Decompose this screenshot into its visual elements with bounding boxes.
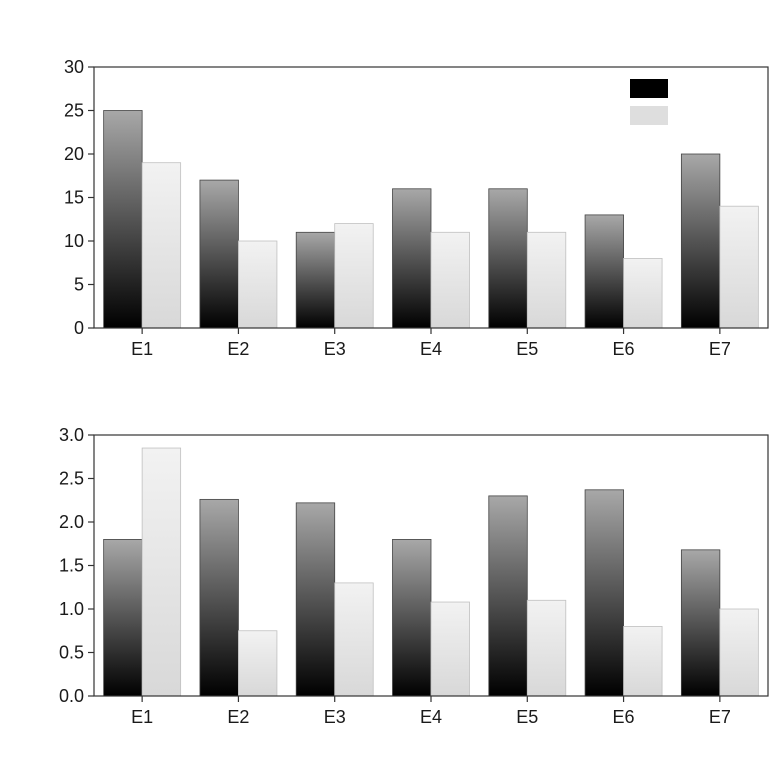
- bar-b-lluvias-e2: [238, 630, 278, 697]
- bar-a-lluvias-e5: [526, 231, 567, 329]
- x-tick-label-b-e3: E3: [324, 707, 346, 727]
- x-tick-label-a-e7: E7: [709, 339, 731, 359]
- x-tick-label-a-e2: E2: [227, 339, 249, 359]
- y-tick-label-b-3: 1.5: [59, 556, 84, 576]
- bar-a-nortes-e7: [680, 153, 721, 329]
- x-tick-label-b-e1: E1: [131, 707, 153, 727]
- bar-a-lluvias-e2: [238, 240, 278, 329]
- legend-swatch-nortes: [630, 79, 668, 98]
- y-tick-label-a-4: 20: [64, 144, 84, 164]
- legend-swatch-lluvias: [630, 106, 668, 125]
- bar-b-nortes-e3: [295, 502, 336, 697]
- y-tick-label-a-6: 30: [64, 57, 84, 77]
- bar-a-nortes-e1: [103, 110, 143, 329]
- x-tick-label-a-e3: E3: [324, 339, 346, 359]
- bar-b-nortes-e4: [392, 539, 432, 697]
- y-tick-label-b-4: 2.0: [59, 512, 84, 532]
- x-tick-label-b-e2: E2: [227, 707, 249, 727]
- y-tick-label-b-6: 3.0: [59, 425, 84, 445]
- y-tick-label-a-1: 5: [74, 275, 84, 295]
- bar-b-nortes-e7: [680, 549, 721, 697]
- x-tick-label-b-e7: E7: [709, 707, 731, 727]
- x-tick-label-b-e6: E6: [613, 707, 635, 727]
- bar-b-lluvias-e3: [334, 582, 374, 697]
- chart-panel-a: E1 E2 E3 E4 E5 E6 E7 0 5 10 15 20 25 30: [64, 57, 769, 359]
- bar-a-lluvias-e3: [334, 223, 374, 329]
- bar-b-nortes-e1: [103, 539, 143, 697]
- bar-a-nortes-e2: [199, 179, 239, 329]
- y-tick-label-b-5: 2.5: [59, 469, 84, 489]
- bar-a-lluvias-e7: [719, 205, 759, 329]
- x-tick-label-a-e6: E6: [613, 339, 635, 359]
- y-tick-label-b-1: 0.5: [59, 643, 84, 663]
- y-tick-label-b-2: 1.0: [59, 599, 84, 619]
- y-tick-label-b-0: 0.0: [59, 686, 84, 706]
- x-tick-label-a-e4: E4: [420, 339, 442, 359]
- bar-a-lluvias-e6: [623, 257, 663, 329]
- bar-b-nortes-e6: [584, 489, 624, 697]
- bar-a-lluvias-e1: [141, 162, 182, 329]
- y-tick-label-a-2: 10: [64, 231, 84, 251]
- bar-b-lluvias-e4: [430, 601, 470, 697]
- bar-b-lluvias-e7: [719, 608, 759, 697]
- bar-b-nortes-e5: [488, 495, 528, 697]
- bar-a-nortes-e5: [488, 188, 528, 329]
- y-tick-label-a-0: 0: [74, 318, 84, 338]
- x-tick-label-b-e5: E5: [516, 707, 538, 727]
- x-tick-label-a-e1: E1: [131, 339, 153, 359]
- x-tick-label-b-e4: E4: [420, 707, 442, 727]
- chart-panel-b: E1 E2 E3 E4 E5 E6 E7 0.0 0.5 1.0 1.5 2.0 2.5 3.0: [59, 425, 769, 727]
- bar-a-lluvias-e4: [430, 231, 470, 329]
- bar-a-nortes-e6: [584, 214, 624, 329]
- y-tick-label-a-5: 25: [64, 101, 84, 121]
- legend: [630, 79, 668, 125]
- bar-b-lluvias-e5: [526, 599, 567, 697]
- bar-b-lluvias-e1: [141, 447, 182, 697]
- bar-b-lluvias-e6: [623, 626, 663, 697]
- x-tick-label-a-e5: E5: [516, 339, 538, 359]
- y-tick-label-a-3: 15: [64, 188, 84, 208]
- bar-a-nortes-e3: [295, 231, 336, 329]
- bar-b-nortes-e2: [199, 498, 239, 697]
- bar-a-nortes-e4: [392, 188, 432, 329]
